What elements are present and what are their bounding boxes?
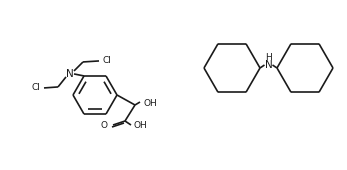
- Text: Cl: Cl: [103, 56, 112, 65]
- Text: O: O: [101, 122, 108, 131]
- Text: OH: OH: [144, 98, 158, 107]
- Text: N: N: [66, 69, 74, 79]
- Text: H: H: [265, 53, 272, 62]
- Text: OH: OH: [134, 121, 148, 130]
- Text: N: N: [265, 60, 272, 70]
- Text: Cl: Cl: [31, 83, 40, 92]
